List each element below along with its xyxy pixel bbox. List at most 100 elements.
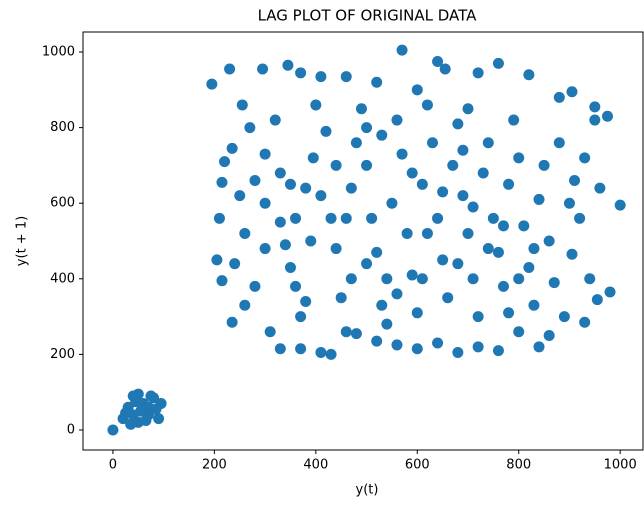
point xyxy=(411,343,423,355)
chart-title: LAG PLOT OF ORIGINAL DATA xyxy=(258,7,478,25)
point xyxy=(350,137,362,149)
point xyxy=(226,142,238,154)
point xyxy=(371,76,383,88)
point xyxy=(457,190,469,202)
point xyxy=(391,288,403,300)
point xyxy=(234,190,246,202)
point xyxy=(330,243,342,255)
point xyxy=(315,346,327,358)
point xyxy=(528,243,540,255)
point xyxy=(533,341,545,353)
point xyxy=(589,101,601,113)
x-tick-label: 600 xyxy=(405,458,430,473)
point xyxy=(107,424,119,436)
point xyxy=(406,269,418,281)
point xyxy=(498,280,510,292)
point xyxy=(543,329,555,341)
point xyxy=(325,212,337,224)
point xyxy=(457,144,469,156)
point xyxy=(401,227,413,239)
point xyxy=(244,122,256,134)
point xyxy=(472,341,484,353)
point xyxy=(467,201,479,213)
point xyxy=(155,398,167,410)
point xyxy=(153,413,165,425)
point xyxy=(467,273,479,285)
point xyxy=(411,84,423,96)
point xyxy=(604,286,616,298)
point xyxy=(492,246,504,258)
point xyxy=(411,307,423,319)
point xyxy=(229,258,241,270)
point xyxy=(145,390,157,402)
point xyxy=(300,182,312,194)
point xyxy=(614,199,626,211)
point xyxy=(355,103,367,115)
point xyxy=(127,409,139,421)
point xyxy=(426,137,438,149)
x-tick-label: 0 xyxy=(109,458,117,473)
point xyxy=(452,118,464,130)
point xyxy=(437,186,449,198)
point xyxy=(284,261,296,273)
point xyxy=(259,148,271,160)
point xyxy=(125,418,137,430)
point xyxy=(503,307,515,319)
x-tick-label: 400 xyxy=(303,458,328,473)
point xyxy=(421,227,433,239)
point xyxy=(132,388,144,400)
point xyxy=(513,273,525,285)
point xyxy=(305,235,317,247)
point xyxy=(340,212,352,224)
point xyxy=(432,212,444,224)
x-tick-label: 200 xyxy=(202,458,227,473)
point xyxy=(295,343,307,355)
point xyxy=(345,273,357,285)
point xyxy=(295,311,307,323)
point xyxy=(340,71,352,83)
point xyxy=(259,243,271,255)
point xyxy=(437,254,449,266)
point xyxy=(566,86,578,98)
point xyxy=(421,99,433,111)
point xyxy=(579,316,591,328)
point xyxy=(452,258,464,270)
point xyxy=(508,114,520,126)
y-tick-label: 200 xyxy=(50,347,75,362)
point xyxy=(386,197,398,209)
point xyxy=(538,159,550,171)
point xyxy=(257,63,269,75)
point xyxy=(259,197,271,209)
point xyxy=(274,167,286,179)
point xyxy=(361,159,373,171)
point xyxy=(239,299,251,311)
point xyxy=(290,280,302,292)
point xyxy=(211,254,223,266)
point xyxy=(452,346,464,358)
point xyxy=(566,248,578,260)
point xyxy=(442,292,454,304)
point xyxy=(236,99,248,111)
point xyxy=(249,280,261,292)
point xyxy=(447,159,459,171)
point xyxy=(216,275,228,287)
point xyxy=(477,167,489,179)
point xyxy=(548,277,560,289)
point xyxy=(300,295,312,307)
point xyxy=(482,137,494,149)
point xyxy=(503,178,515,190)
point xyxy=(284,178,296,190)
point xyxy=(350,328,362,340)
point xyxy=(335,292,347,304)
x-axis-label: y(t) xyxy=(356,483,379,498)
point xyxy=(325,348,337,360)
point xyxy=(315,71,327,83)
point xyxy=(533,193,545,205)
point xyxy=(487,212,499,224)
point xyxy=(513,152,525,164)
point xyxy=(361,258,373,270)
point xyxy=(574,212,586,224)
point xyxy=(345,182,357,194)
point xyxy=(472,311,484,323)
